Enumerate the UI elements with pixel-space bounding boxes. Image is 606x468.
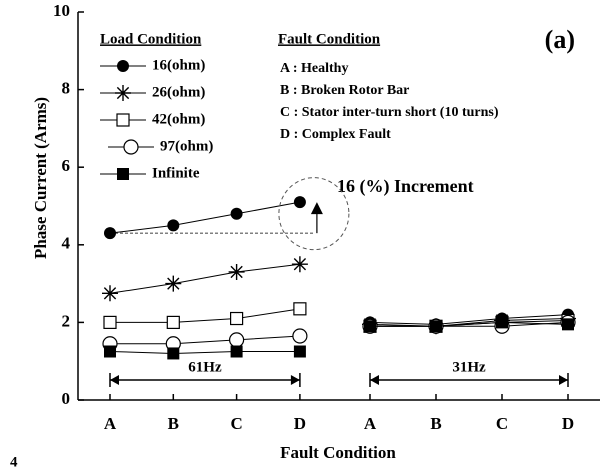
arrow-head — [310, 202, 323, 215]
marker — [293, 196, 306, 209]
marker — [117, 168, 129, 180]
marker — [167, 347, 180, 360]
marker — [104, 345, 116, 358]
marker — [116, 113, 130, 127]
marker — [562, 318, 574, 331]
fault-title: Fault Condition — [278, 31, 381, 47]
fault-item: C : Stator inter-turn short (10 turns) — [280, 105, 499, 120]
x-tick-label: C — [230, 414, 242, 433]
legend-label: 97(ohm) — [160, 138, 213, 154]
marker — [167, 219, 180, 232]
marker — [165, 275, 182, 292]
annotation: 16 (%) Increment — [337, 176, 474, 197]
text-fragment: 4 — [10, 454, 18, 468]
x-tick-label: B — [168, 414, 179, 433]
x-axis-label: Fault Condition — [280, 443, 396, 462]
series-line — [109, 201, 300, 234]
marker — [430, 320, 442, 333]
y-tick-label: 4 — [62, 234, 71, 253]
x-tick-label: D — [294, 414, 306, 433]
legend-label: 16(ohm) — [152, 57, 205, 73]
panel-label: (a) — [545, 25, 575, 54]
series-line — [110, 335, 300, 345]
x-tick-label: B — [430, 414, 441, 433]
y-tick-label: 6 — [62, 156, 71, 175]
x-tick-label: A — [104, 414, 117, 433]
marker — [123, 139, 139, 155]
marker — [292, 328, 308, 344]
marker — [291, 256, 308, 273]
marker — [293, 302, 307, 316]
x-tick-label: C — [496, 414, 508, 433]
series-line — [370, 321, 569, 327]
y-tick-label: 2 — [62, 311, 71, 330]
legend-title: Load Condition — [100, 31, 202, 47]
fault-item: B : Broken Rotor Bar — [280, 83, 409, 98]
series-line — [109, 263, 300, 294]
fault-item: A : Healthy — [280, 61, 348, 76]
marker — [115, 85, 131, 101]
marker — [117, 60, 129, 72]
marker — [230, 345, 243, 358]
series-line — [369, 318, 569, 327]
x-tick-label: A — [364, 414, 377, 433]
marker — [364, 320, 376, 333]
y-axis-label: Phase Current (Arms) — [31, 97, 50, 259]
marker — [229, 332, 245, 348]
marker — [293, 345, 306, 358]
x-tick-label: D — [562, 414, 574, 433]
fault-item: D : Complex Fault — [280, 127, 391, 142]
legend-label: 42(ohm) — [152, 111, 205, 127]
group-label: 61Hz — [188, 359, 222, 375]
legend-label: Infinite — [152, 165, 200, 181]
marker — [230, 207, 243, 220]
marker — [496, 316, 508, 329]
group-label: 31Hz — [452, 359, 486, 375]
y-tick-label: 8 — [62, 79, 71, 98]
y-tick-label: 0 — [62, 389, 71, 408]
legend-label: 26(ohm) — [152, 84, 205, 100]
y-tick-label: 10 — [53, 1, 70, 20]
marker — [230, 311, 244, 326]
series-line — [369, 314, 569, 325]
marker — [228, 263, 245, 280]
marker — [102, 285, 118, 302]
series-line — [110, 308, 300, 323]
highlight — [278, 177, 350, 251]
marker — [103, 315, 117, 329]
marker — [166, 315, 180, 329]
series-line — [109, 351, 300, 354]
